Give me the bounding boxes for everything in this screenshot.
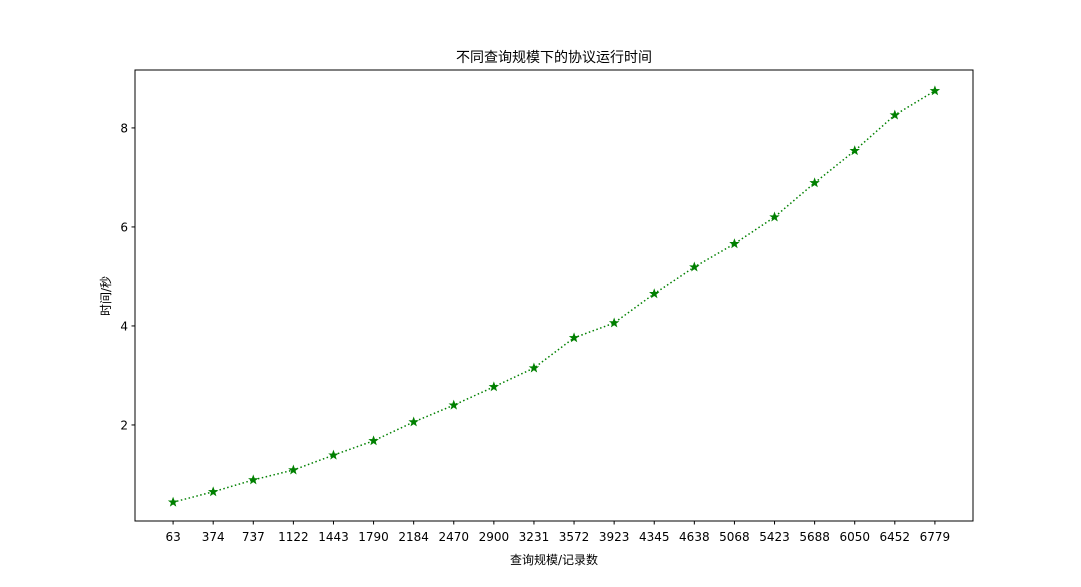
x-tick-label: 4345	[639, 530, 670, 544]
data-point-star	[207, 486, 219, 497]
x-tick-label: 5068	[719, 530, 750, 544]
x-tick-label: 6452	[880, 530, 911, 544]
series-group	[167, 85, 941, 507]
data-point-star	[408, 416, 419, 427]
x-tick-label: 3923	[599, 530, 630, 544]
y-axis: 2 4 6 8	[120, 121, 135, 432]
data-point-star	[568, 332, 580, 343]
y-tick-label: 8	[120, 121, 128, 135]
data-point-star	[929, 85, 941, 96]
x-tick-label: 5688	[799, 530, 830, 544]
x-tick-label: 4638	[679, 530, 710, 544]
data-point-star	[689, 261, 700, 272]
x-tick-label: 5423	[759, 530, 790, 544]
x-tick-label: 6779	[920, 530, 951, 544]
x-tick-label: 1122	[278, 530, 309, 544]
data-point-star	[248, 474, 259, 485]
x-tick-label: 2900	[479, 530, 510, 544]
data-point-star	[729, 238, 740, 249]
chart-title: 不同查询规模下的协议运行时间	[456, 50, 652, 66]
x-tick-label: 374	[202, 530, 225, 544]
x-tick-label: 737	[242, 530, 265, 544]
x-tick-label: 1443	[318, 530, 349, 544]
x-tick-label: 1790	[358, 530, 389, 544]
x-tick-label: 3231	[519, 530, 550, 544]
x-tick-label: 63	[165, 530, 180, 544]
data-point-star	[608, 317, 620, 328]
data-point-star	[769, 211, 780, 222]
x-tick-label: 3572	[559, 530, 590, 544]
x-axis-label: 查询规模/记录数	[510, 552, 598, 567]
data-point-star	[528, 362, 540, 373]
data-point-star	[368, 435, 379, 446]
data-point-star	[889, 109, 901, 120]
y-tick-label: 6	[120, 220, 128, 234]
y-axis-label: 时间/秒	[99, 276, 113, 316]
data-point-star	[809, 177, 820, 188]
data-point-star	[167, 496, 179, 507]
data-point-star	[448, 399, 459, 410]
plot-frame	[134, 69, 974, 522]
x-tick-label: 2470	[438, 530, 469, 544]
x-tick-label: 6050	[839, 530, 870, 544]
y-tick-label: 4	[120, 319, 128, 333]
data-point-star	[488, 381, 500, 392]
data-point-star	[849, 145, 860, 156]
y-tick-label: 2	[120, 418, 128, 432]
data-point-star	[328, 449, 339, 460]
x-axis: 63 374 737 1122 1443 1790 2184 2470 2900 3231 3572…	[165, 521, 950, 544]
data-point-star	[288, 464, 299, 475]
x-tick-label: 2184	[398, 530, 429, 544]
data-point-star	[649, 288, 660, 299]
